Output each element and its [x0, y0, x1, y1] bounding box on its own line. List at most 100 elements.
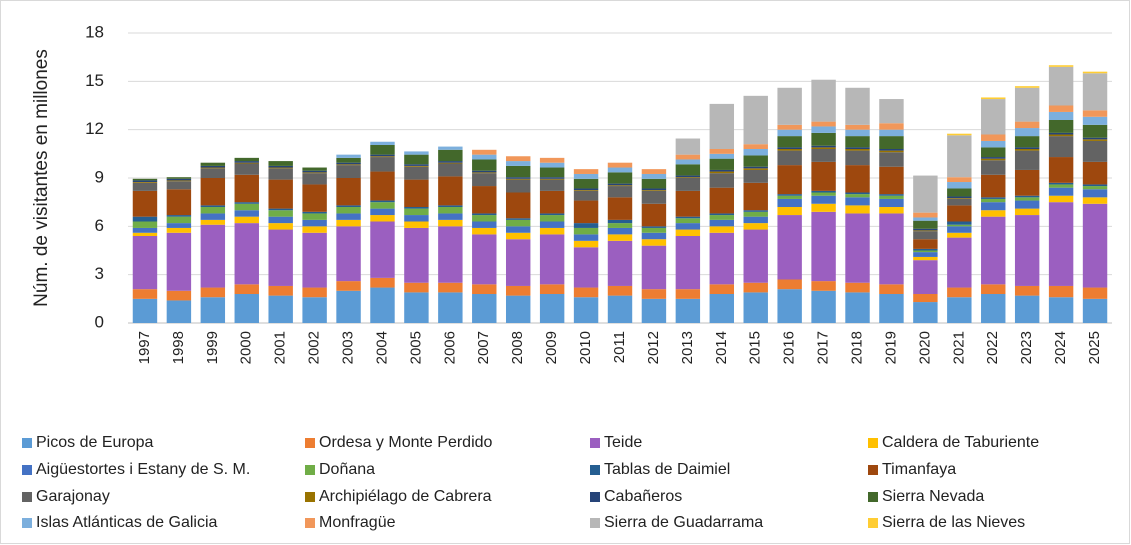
x-tick-label: 2017: [815, 331, 832, 364]
bar-segment: [166, 290, 192, 301]
bar-segment: [1082, 184, 1108, 187]
bar-segment: [132, 182, 158, 191]
bar-segment: [607, 197, 633, 220]
bar-segment: [709, 149, 735, 154]
bar-segment: [879, 207, 904, 214]
bar-segment: [1048, 285, 1074, 298]
bar-segment: [234, 284, 259, 294]
bar-segment: [370, 171, 395, 201]
bar-segment: [1048, 134, 1074, 137]
bar-segment: [132, 221, 158, 228]
x-tick-label: 2002: [306, 331, 323, 364]
bar-segment: [879, 166, 904, 195]
bar-segment: [573, 287, 599, 298]
legend-swatch: [22, 518, 32, 528]
bar-segment: [472, 213, 497, 216]
bar-segment: [200, 165, 226, 168]
bar-segment: [641, 190, 667, 204]
bar-segment: [777, 195, 802, 199]
bar-segment: [777, 124, 802, 130]
bar-segment: [777, 279, 802, 290]
bar-segment: [743, 292, 768, 323]
bar-segment: [879, 294, 904, 323]
bar-segment: [641, 173, 667, 179]
bar-segment: [573, 190, 599, 201]
bar-segment: [1014, 215, 1040, 286]
bar-segment: [404, 227, 429, 283]
bar-segment: [811, 145, 836, 148]
bar-segment: [845, 136, 870, 148]
bar-segment: [370, 200, 395, 203]
bar-segment: [166, 189, 192, 216]
bar-segment: [981, 157, 1006, 159]
bar-segment: [811, 121, 836, 127]
bar-segment: [438, 163, 463, 177]
bar-segment: [438, 213, 463, 220]
bar-segment: [607, 240, 633, 286]
bar-segment: [947, 133, 972, 136]
bar-segment: [675, 223, 701, 230]
bar-segment: [607, 295, 633, 323]
bar-segment: [539, 162, 565, 168]
bar-segment: [200, 219, 226, 225]
bar-segment: [675, 229, 701, 236]
bar-segment: [709, 153, 735, 159]
bar-segment: [166, 227, 192, 233]
y-tick-label: 9: [95, 167, 104, 186]
bar-segment: [913, 231, 938, 240]
bar-segment: [811, 79, 836, 122]
bar-segment: [404, 164, 429, 166]
y-tick-label: 6: [95, 216, 104, 235]
bar-segment: [879, 195, 904, 199]
bar-segment: [1014, 86, 1040, 88]
y-tick-label: 18: [85, 22, 104, 41]
bar-segment: [268, 210, 293, 217]
bar-segment: [472, 284, 497, 294]
bar-segment: [641, 226, 667, 228]
bar-segment: [505, 219, 531, 227]
bar-segment: [268, 285, 293, 296]
bar-segment: [981, 216, 1006, 285]
bar-segment: [947, 198, 972, 206]
x-tick-label: 2001: [272, 331, 289, 364]
bar-segment: [743, 168, 768, 170]
x-tick-label: 1997: [136, 331, 153, 364]
bar-segment: [913, 250, 938, 253]
bar-segment: [370, 208, 395, 216]
bar-segment: [913, 256, 938, 261]
bar-segment: [947, 205, 972, 222]
bar-segment: [641, 178, 667, 189]
bar-segment: [472, 170, 497, 173]
bar-segment: [370, 287, 395, 323]
legend-swatch: [590, 438, 600, 448]
bar-segment: [539, 157, 565, 163]
bar-segment: [777, 129, 802, 137]
bar-segment: [743, 223, 768, 230]
legend-swatch: [305, 438, 315, 448]
bar-segment: [200, 178, 226, 206]
bar-segment: [472, 294, 497, 323]
legend-label: Cabañeros: [604, 488, 682, 505]
bar-segment: [675, 190, 701, 217]
bar-segment: [811, 190, 836, 193]
bar-segment: [709, 232, 735, 285]
bar-segment: [336, 213, 361, 220]
bar-segment: [234, 157, 259, 162]
bar-segment: [539, 178, 565, 180]
bar-segment: [573, 200, 599, 224]
bar-segment: [1048, 66, 1074, 106]
bar-segment: [539, 215, 565, 222]
bar-segment: [1048, 65, 1074, 67]
bar-segment: [607, 162, 633, 168]
legend-label: Sierra de las Nieves: [882, 514, 1025, 531]
bar-segment: [505, 239, 531, 286]
bar-segment: [1082, 73, 1108, 111]
bar-segment: [845, 197, 870, 206]
bar-segment: [438, 207, 463, 214]
legend-swatch: [305, 492, 315, 502]
bar-segment: [709, 215, 735, 220]
bar-segment: [845, 87, 870, 125]
y-tick-label: 15: [85, 71, 104, 90]
bar-segment: [268, 161, 293, 166]
bar-segment: [505, 285, 531, 296]
